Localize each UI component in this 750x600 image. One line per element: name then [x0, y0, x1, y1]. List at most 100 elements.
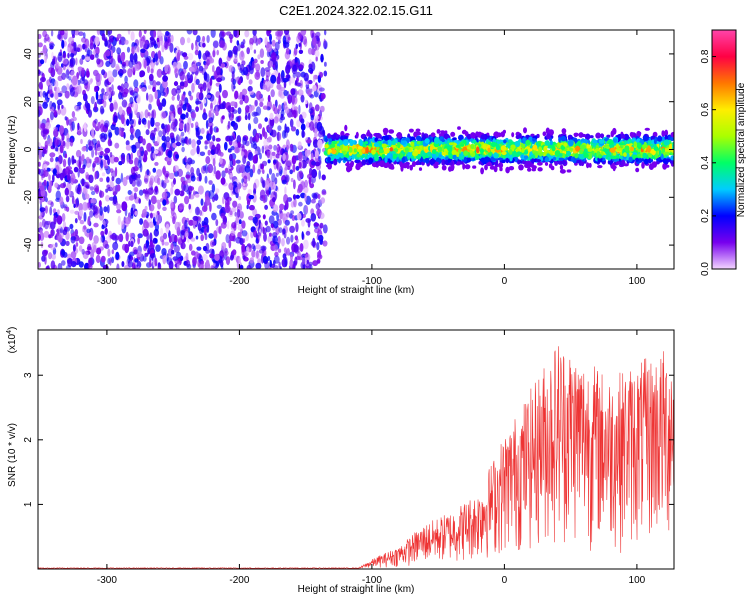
heatmap-cell	[307, 47, 313, 55]
heatmap-cell	[166, 253, 169, 262]
heatmap-cell	[484, 156, 490, 163]
heatmap-cell	[303, 239, 309, 250]
heatmap-cell	[190, 237, 196, 242]
heatmap-cell	[137, 173, 141, 179]
heatmap-cell	[278, 104, 282, 112]
heatmap-cell	[120, 114, 125, 123]
heatmap-cell	[83, 225, 87, 230]
heatmap-cell	[461, 129, 467, 135]
heatmap-cell	[126, 106, 132, 114]
colorbar-tick-label: 0.4	[700, 155, 711, 169]
heatmap-cell	[50, 260, 56, 269]
heatmap-cell	[239, 164, 245, 173]
heatmap-cell	[487, 141, 492, 145]
heatmap-cell	[531, 165, 537, 170]
heatmap-cell	[186, 72, 191, 81]
heatmap-cell	[285, 160, 292, 167]
heatmap-cell	[530, 154, 536, 159]
heatmap-cell	[306, 121, 309, 129]
heatmap-cell	[135, 63, 140, 71]
heatmap-cell	[181, 146, 185, 153]
heatmap-cell	[170, 202, 174, 209]
heatmap-cell	[106, 204, 110, 214]
heatmap-cell	[157, 50, 162, 60]
heatmap-cell	[251, 250, 256, 258]
heatmap-cell	[157, 202, 162, 210]
heatmap-cell	[375, 132, 382, 139]
heatmap-cell	[79, 58, 84, 65]
heatmap-cell	[177, 107, 183, 115]
heatmap-cell	[193, 146, 196, 154]
heatmap-cell	[315, 31, 321, 38]
colorbar-tick-label: 0.8	[700, 49, 711, 63]
heatmap-cell	[219, 40, 226, 48]
heatmap-cell	[425, 157, 430, 164]
heatmap-cell	[89, 210, 94, 218]
heatmap-cell	[264, 179, 270, 190]
heatmap-cell	[146, 92, 149, 101]
heatmap-cell	[629, 131, 634, 138]
heatmap-cell	[205, 195, 211, 206]
heatmap-cell	[72, 34, 75, 39]
heatmap-cell	[233, 122, 238, 131]
heatmap-cell	[318, 212, 325, 220]
heatmap-cell	[149, 243, 155, 248]
heatmap-cell	[245, 105, 250, 113]
heatmap-cell	[148, 221, 154, 228]
heatmap-cell	[64, 153, 68, 159]
heatmap-cell	[44, 250, 48, 255]
heatmap-cell	[77, 185, 81, 193]
heatmap-cell	[200, 234, 204, 242]
heatmap-cell	[291, 65, 298, 75]
heatmap-cell	[266, 125, 270, 131]
heatmap-cell	[289, 118, 294, 128]
heatmap-cell	[38, 233, 41, 242]
heatmap-cell	[248, 195, 255, 200]
heatmap-cell	[638, 131, 642, 135]
heatmap-cell	[180, 242, 186, 250]
heatmap-cell	[472, 165, 477, 169]
heatmap-y-axis-label: Frequency (Hz)	[7, 116, 18, 185]
heatmap-cell	[201, 165, 206, 174]
heatmap-cell	[184, 219, 188, 230]
heatmap-cell	[295, 194, 301, 199]
heatmap-cell	[112, 185, 118, 195]
heatmap-cell	[133, 249, 138, 255]
heatmap-cell	[430, 132, 436, 138]
heatmap-cell	[117, 85, 122, 90]
heatmap-cell	[195, 106, 200, 112]
heatmap-cell	[303, 72, 309, 82]
heatmap-cell	[40, 85, 43, 90]
heatmap-cell	[188, 90, 192, 97]
heatmap-cell	[173, 244, 180, 253]
heatmap-cell	[373, 142, 380, 147]
heatmap-cell	[242, 154, 247, 165]
heatmap-cell	[91, 148, 95, 158]
heatmap-cell	[235, 159, 241, 164]
heatmap-cell	[369, 133, 373, 139]
heatmap-cell	[76, 197, 79, 207]
heatmap-cell	[220, 177, 226, 185]
heatmap-cell	[248, 90, 255, 95]
heatmap-cell	[314, 227, 320, 234]
heatmap-cell	[598, 139, 605, 144]
heatmap-cell	[41, 197, 45, 203]
heatmap-cell	[230, 230, 236, 237]
heatmap-cell	[284, 186, 287, 195]
heatmap-cell	[76, 159, 82, 168]
heatmap-cell	[43, 230, 50, 238]
heatmap-cell	[262, 105, 268, 110]
heatmap-cell	[624, 145, 630, 152]
heatmap-cell	[162, 206, 167, 211]
heatmap-cell	[195, 78, 200, 85]
heatmap-cell	[239, 64, 245, 72]
heatmap-cell	[238, 257, 241, 265]
heatmap-cell	[253, 182, 257, 192]
heatmap-cell	[154, 211, 158, 222]
heatmap-cell	[93, 184, 100, 192]
colorbar-tick-label: 0.6	[700, 102, 711, 116]
heatmap-cell	[340, 135, 344, 140]
heatmap-cell	[168, 235, 172, 244]
heatmap-cell	[462, 163, 466, 170]
heatmap-cell	[54, 80, 59, 88]
